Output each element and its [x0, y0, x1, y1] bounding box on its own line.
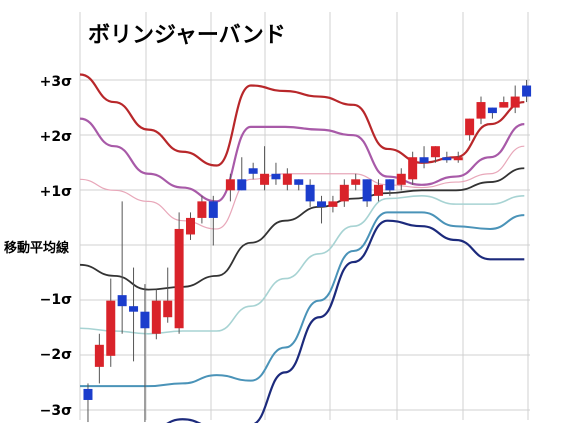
candle-body: [362, 179, 372, 202]
candle-body: [305, 184, 315, 202]
sigma-label: +3σ: [40, 74, 72, 90]
candle-body: [225, 179, 235, 191]
band-line: [79, 167, 525, 291]
candle-body: [248, 168, 258, 174]
candle-body: [151, 300, 161, 334]
candlesticks: [83, 80, 532, 423]
candle-body: [476, 102, 486, 119]
candle-body: [163, 300, 173, 318]
candle-body: [351, 179, 361, 185]
candle-body: [328, 201, 338, 207]
candle-body: [317, 201, 327, 207]
band-line: [80, 211, 525, 388]
candle-body: [271, 173, 281, 180]
candle-body: [396, 173, 406, 185]
candle-body: [373, 184, 383, 196]
candle-body: [465, 118, 475, 136]
sigma-label: +2σ: [40, 129, 72, 145]
candle-body: [174, 228, 184, 329]
candle-body: [83, 388, 93, 400]
band-labels: +3σ +2σ +1σ 移動平均線 −1σ −2σ −3σ: [4, 74, 72, 419]
candle-body: [339, 184, 349, 202]
candle-body: [129, 306, 139, 312]
band-lines: [79, 73, 525, 427]
candle-body: [453, 157, 463, 161]
moving-average-label: 移動平均線: [4, 240, 70, 256]
candle-body: [186, 217, 196, 235]
candle-body: [408, 157, 418, 180]
candle-body: [140, 311, 150, 329]
band-line: [79, 73, 525, 167]
sigma-label: +1σ: [40, 184, 72, 200]
candle-body: [442, 157, 452, 161]
candle-body: [487, 107, 497, 114]
candle-body: [208, 201, 218, 218]
candle-body: [94, 344, 104, 367]
candle-body: [260, 173, 270, 185]
candle-body: [197, 201, 207, 218]
candle-body: [430, 146, 440, 158]
band-line: [79, 145, 525, 230]
sigma-label: −1σ: [40, 292, 72, 308]
candle-body: [294, 179, 304, 185]
sigma-label: −2σ: [40, 347, 72, 363]
candle-body: [282, 173, 292, 185]
candle-body: [117, 295, 127, 307]
band-line: [159, 219, 525, 427]
band-line: [79, 117, 525, 203]
grid: [79, 12, 530, 420]
candle-body: [499, 102, 509, 108]
candle-body: [419, 157, 429, 163]
candle-body: [385, 179, 395, 191]
candle-body: [237, 179, 247, 191]
candle-body: [510, 96, 520, 108]
sigma-label: −3σ: [40, 403, 72, 419]
candle-body: [522, 85, 532, 97]
candle-body: [106, 300, 116, 356]
chart-title: ボリンジャーバンド: [88, 23, 286, 48]
